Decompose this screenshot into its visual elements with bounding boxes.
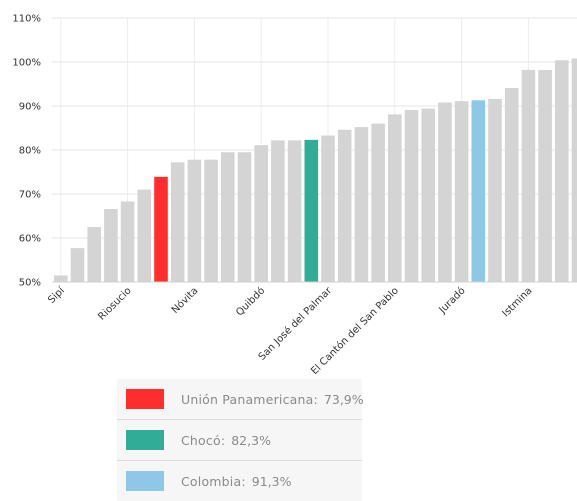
legend-value: 91,3% xyxy=(251,473,292,489)
bar xyxy=(237,152,252,282)
bar xyxy=(154,176,168,282)
bar xyxy=(271,140,285,282)
y-tick-label: 60% xyxy=(19,234,41,245)
y-tick-label: 70% xyxy=(19,190,41,201)
x-tick-label: Istmina xyxy=(501,285,535,319)
bar xyxy=(321,135,335,282)
bar xyxy=(70,248,85,282)
x-tick-label: Nóvita xyxy=(169,285,200,316)
bar xyxy=(287,140,302,282)
bar xyxy=(204,159,218,282)
y-tick-label: 90% xyxy=(19,102,41,113)
x-tick-label: Sipí xyxy=(46,284,68,306)
bar xyxy=(438,102,452,282)
y-tick-label: 50% xyxy=(19,278,41,289)
legend-item-choco: Chocó: 82,3% xyxy=(117,420,362,461)
bar xyxy=(454,101,469,282)
legend-item-union-panamericana: Unión Panamericana: 73,9% xyxy=(117,379,364,420)
bar xyxy=(538,69,552,282)
bar xyxy=(337,129,352,282)
bar xyxy=(120,201,135,282)
x-tick-label: San José del Palmar xyxy=(256,284,335,363)
bar-series xyxy=(54,58,577,283)
legend-swatch-red xyxy=(126,389,164,409)
bar xyxy=(170,162,185,282)
legend-label: Unión Panamericana: xyxy=(181,391,318,407)
bar xyxy=(304,139,319,282)
bar xyxy=(555,60,569,282)
legend-label: Chocó: xyxy=(181,432,226,448)
bar xyxy=(187,159,202,282)
bar xyxy=(137,189,152,282)
bar xyxy=(54,275,68,282)
x-tick-label: Quibdó xyxy=(234,285,268,319)
x-tick-label: Juradó xyxy=(436,285,468,317)
bar xyxy=(254,145,268,282)
bar xyxy=(221,152,235,282)
y-tick-label: 100% xyxy=(12,58,41,69)
legend-value: 82,3% xyxy=(231,432,271,448)
y-tick-label: 80% xyxy=(19,146,41,157)
y-axis-ticks: 50% 60% 70% 80% 90% 100% 110% xyxy=(12,14,41,289)
bar xyxy=(371,123,385,282)
bar xyxy=(421,108,435,282)
bar xyxy=(521,69,536,282)
bar xyxy=(354,127,369,283)
y-tick-label: 110% xyxy=(12,14,41,25)
legend-label: Colombia: xyxy=(181,473,246,489)
x-tick-label: Riosucio xyxy=(96,285,133,322)
legend-value: 73,9% xyxy=(323,391,364,407)
bar xyxy=(504,87,519,283)
bar xyxy=(471,100,486,282)
bar xyxy=(488,98,502,283)
bar xyxy=(104,208,118,282)
legend-swatch-teal xyxy=(126,430,164,450)
bar xyxy=(404,109,419,283)
bar xyxy=(388,114,402,282)
bar xyxy=(87,227,101,282)
legend-item-colombia: Colombia: 91,3% xyxy=(117,461,362,501)
legend-swatch-blue xyxy=(126,471,164,491)
bar xyxy=(571,58,577,283)
legend: Unión Panamericana: 73,9% Chocó: 82,3% C… xyxy=(117,379,364,501)
